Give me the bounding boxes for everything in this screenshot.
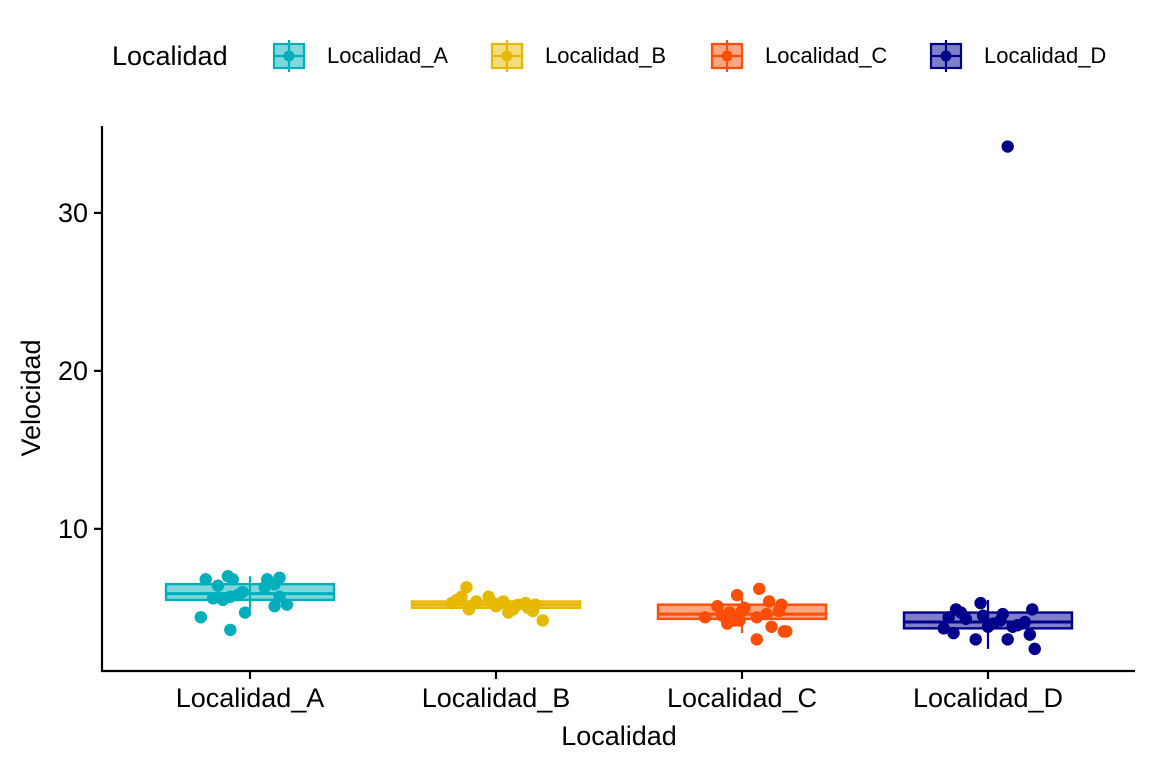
data-point [224, 623, 237, 637]
box-localidad-c [656, 582, 828, 646]
data-point [753, 582, 766, 596]
data-point [765, 620, 778, 633]
box-localidad-a [164, 570, 336, 637]
box-localidad-b [410, 581, 582, 627]
data-point [974, 596, 987, 610]
legend-item-label: Localidad_B [545, 43, 666, 68]
box-body [164, 582, 336, 602]
data-point [969, 633, 982, 646]
data-point [775, 598, 788, 611]
data-point [750, 633, 763, 646]
data-point [996, 607, 1009, 621]
legend-item-localidad-b: Localidad_B [490, 40, 666, 72]
data-point [529, 598, 542, 611]
data-point [1001, 633, 1014, 646]
x-tick-label: Localidad_D [913, 683, 1063, 713]
data-point [455, 590, 468, 603]
legend-item-label: Localidad_C [765, 43, 887, 68]
legend-key-point [283, 50, 295, 62]
y-tick-label: 30 [58, 198, 88, 228]
data-point [206, 592, 220, 605]
data-point [698, 611, 712, 624]
data-point [497, 595, 510, 608]
legend-key-point [721, 50, 733, 62]
data-point [211, 579, 225, 592]
x-tick-label: Localidad_A [176, 683, 325, 713]
data-point [942, 611, 955, 624]
data-point [976, 609, 990, 622]
data-point [762, 595, 776, 608]
data-point [460, 581, 473, 594]
y-axis-title: Velocidad [16, 339, 46, 456]
legend-item-localidad-d: Localidad_D [929, 40, 1106, 72]
axes: 10 20 30 Localidad_A Localidad_B Localidad_C L… [58, 126, 1135, 713]
box-localidad-d [902, 140, 1074, 656]
data-point [750, 611, 763, 624]
legend: Localidad Localidad_A Localidad_B Localida… [112, 40, 1106, 72]
data-point [236, 585, 249, 599]
data-point [760, 607, 773, 621]
data-point [273, 590, 286, 603]
data-point [730, 588, 744, 602]
y-tick-label: 10 [58, 514, 88, 544]
data-point [1028, 642, 1041, 656]
data-point [273, 571, 286, 584]
data-point [959, 612, 973, 626]
legend-item-localidad-c: Localidad_C [710, 40, 887, 72]
data-point [470, 595, 483, 608]
data-point [1023, 628, 1037, 641]
legend-key-point [501, 50, 513, 62]
plot-area [164, 140, 1074, 656]
data-point [462, 603, 476, 616]
data-point [1018, 615, 1032, 629]
data-point [238, 606, 252, 619]
data-point [780, 625, 793, 638]
data-point [226, 573, 239, 586]
data-point [937, 622, 950, 635]
y-tick-label: 20 [58, 356, 88, 386]
legend-key-point [940, 50, 952, 62]
legend-item-localidad-a: Localidad_A [272, 40, 448, 72]
data-point [947, 626, 960, 640]
data-point [733, 614, 746, 627]
legend-item-label: Localidad_A [327, 43, 448, 68]
data-point [1001, 140, 1014, 153]
data-point [711, 600, 724, 613]
data-point [536, 614, 549, 627]
x-tick-label: Localidad_B [422, 683, 571, 713]
data-point [268, 600, 281, 613]
x-axis-title: Localidad [561, 721, 677, 751]
legend-item-label: Localidad_D [984, 43, 1106, 68]
data-point [194, 611, 207, 624]
data-point [199, 573, 212, 586]
x-tick-label: Localidad_C [667, 683, 817, 713]
data-point [280, 598, 294, 611]
data-point [738, 601, 751, 615]
legend-title: Localidad [112, 41, 228, 71]
data-point [1026, 603, 1039, 616]
